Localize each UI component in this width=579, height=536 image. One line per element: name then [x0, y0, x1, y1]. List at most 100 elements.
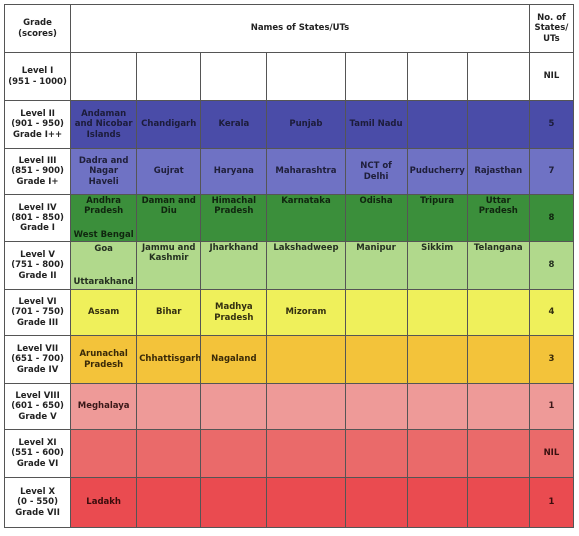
grade-cell: Level X (0 - 550) Grade VII: [3, 477, 72, 528]
state-name: Goa: [94, 243, 113, 254]
table-row: Level VI (701 - 750) Grade III Assam Bihar…: [3, 289, 575, 336]
state-cell: [70, 429, 138, 478]
names-header: Names of States/UTs: [70, 4, 530, 53]
state-cell: [466, 477, 530, 528]
state-cell: Jammu and Kashmir: [136, 241, 202, 290]
state-cell: [466, 289, 530, 336]
state-cell: Manipur: [344, 241, 408, 290]
state-cell: Sikkim: [406, 241, 468, 290]
state-cell: Daman and Diu: [136, 194, 202, 242]
state-cell: [344, 383, 408, 430]
state-cell: [344, 477, 408, 528]
state-cell: [344, 289, 408, 336]
state-cell: Chandigarh: [136, 100, 202, 149]
state-cell: [466, 100, 530, 149]
table-row: Level XI (551 - 600) Grade VI NIL: [3, 429, 575, 478]
state-cell: [136, 383, 202, 430]
table-row: Level II (901 - 950) Grade I++ Andaman an…: [3, 100, 575, 149]
grade-cell: Level V (751 - 800) Grade II: [3, 241, 72, 290]
state-cell: Andaman and Nicobar Islands: [70, 100, 138, 149]
table-row: Level VII (651 - 700) Grade IV Arunachal …: [3, 335, 575, 384]
count-cell: NIL: [528, 429, 575, 478]
count-cell: 8: [528, 241, 575, 290]
state-cell: Haryana: [200, 148, 268, 195]
state-cell: [266, 335, 346, 384]
state-cell: Tripura: [406, 194, 468, 242]
state-cell: [466, 383, 530, 430]
state-cell: [406, 100, 468, 149]
state-cell: [466, 52, 530, 101]
state-cell: [266, 383, 346, 430]
state-cell: [344, 52, 408, 101]
state-cell: [406, 335, 468, 384]
state-cell: Goa Uttarakhand: [70, 241, 138, 290]
state-cell: [466, 429, 530, 478]
count-cell: 1: [528, 477, 575, 528]
state-cell: Maharashtra: [266, 148, 346, 195]
table-row: Level IV (801 - 850) Grade I Andhra Prade…: [3, 194, 575, 242]
table-row: Level III (851 - 900) Grade I+ Dadra and …: [3, 148, 575, 195]
count-cell: 7: [528, 148, 575, 195]
state-cell: Uttar Pradesh: [466, 194, 530, 242]
count-cell: 3: [528, 335, 575, 384]
state-cell: Andhra Pradesh West Bengal: [70, 194, 138, 242]
state-name: Uttarakhand: [73, 277, 134, 288]
state-cell: Tamil Nadu: [344, 100, 408, 149]
state-cell: NCT of Delhi: [344, 148, 408, 195]
state-cell: Assam: [70, 289, 138, 336]
state-cell: Mizoram: [266, 289, 346, 336]
state-cell: Jharkhand: [200, 241, 268, 290]
state-cell: Ladakh: [70, 477, 138, 528]
state-cell: [344, 429, 408, 478]
grade-cell: Level XI (551 - 600) Grade VI: [3, 429, 72, 478]
state-cell: Telangana: [466, 241, 530, 290]
state-cell: Madhya Pradesh: [200, 289, 268, 336]
state-cell: [406, 429, 468, 478]
grade-cell: Level II (901 - 950) Grade I++: [3, 100, 72, 149]
state-cell: [200, 429, 268, 478]
state-cell: Nagaland: [200, 335, 268, 384]
table-row: Level I (951 - 1000) NIL: [3, 52, 575, 101]
count-cell: NIL: [528, 52, 575, 101]
state-cell: [266, 52, 346, 101]
count-cell: 8: [528, 194, 575, 242]
state-cell: [136, 429, 202, 478]
grade-cell: Level VIII (601 - 650) Grade V: [3, 383, 72, 430]
state-cell: Meghalaya: [70, 383, 138, 430]
state-cell: Punjab: [266, 100, 346, 149]
state-cell: [200, 477, 268, 528]
header-row: Grade (scores) Names of States/UTs No. o…: [3, 4, 575, 53]
state-cell: [406, 289, 468, 336]
state-cell: Gujrat: [136, 148, 202, 195]
state-cell: Dadra and Nagar Haveli: [70, 148, 138, 195]
state-cell: [406, 383, 468, 430]
state-cell: Odisha: [344, 194, 408, 242]
state-cell: [266, 429, 346, 478]
count-header: No. of States/ UTs: [528, 4, 575, 53]
grade-header: Grade (scores): [3, 4, 72, 53]
state-cell: [70, 52, 138, 101]
state-cell: Rajasthan: [466, 148, 530, 195]
grade-cell: Level VII (651 - 700) Grade IV: [3, 335, 72, 384]
table-row: Level X (0 - 550) Grade VII Ladakh 1: [3, 477, 575, 528]
state-cell: Kerala: [200, 100, 268, 149]
state-name: Andhra Pradesh: [84, 196, 124, 217]
state-cell: [266, 477, 346, 528]
grade-cell: Level IV (801 - 850) Grade I: [3, 194, 72, 242]
state-cell: [466, 335, 530, 384]
state-cell: [136, 52, 202, 101]
state-cell: Puducherry: [406, 148, 468, 195]
state-name: West Bengal: [73, 229, 134, 240]
table-row: Level V (751 - 800) Grade II Goa Uttarakha…: [3, 241, 575, 290]
grade-cell: Level I (951 - 1000): [3, 52, 72, 101]
state-cell: [200, 383, 268, 430]
state-cell: [406, 52, 468, 101]
grade-table: Grade (scores) Names of States/UTs No. o…: [3, 4, 575, 528]
state-cell: [136, 477, 202, 528]
count-cell: 4: [528, 289, 575, 336]
grade-cell: Level III (851 - 900) Grade I+: [3, 148, 72, 195]
state-cell: Himachal Pradesh: [200, 194, 268, 242]
count-cell: 1: [528, 383, 575, 430]
state-cell: Lakshadweep: [266, 241, 346, 290]
state-cell: [344, 335, 408, 384]
